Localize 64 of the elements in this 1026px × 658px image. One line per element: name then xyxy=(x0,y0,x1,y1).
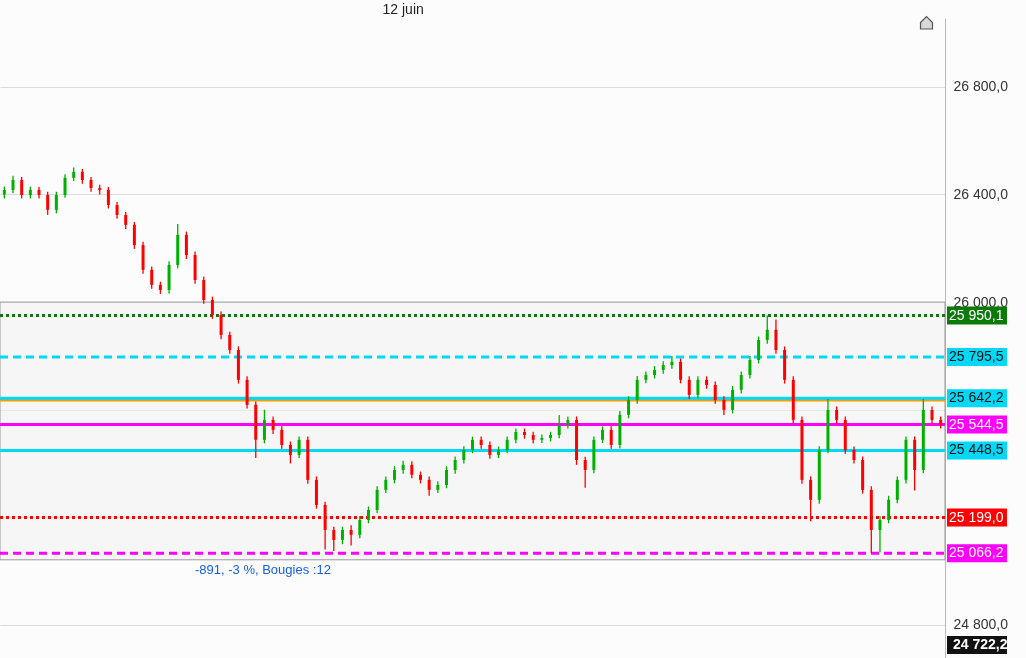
ref-line-label: 25 950,1 xyxy=(949,306,1004,323)
candlestick xyxy=(297,435,301,459)
candlestick xyxy=(748,355,752,380)
candlestick xyxy=(288,440,292,465)
text: 24 722,2 xyxy=(953,636,1008,652)
candlestick xyxy=(63,173,67,199)
y-tick-label: 24 800,0 xyxy=(953,616,1009,633)
candlestick xyxy=(37,186,41,200)
candlestick xyxy=(739,370,743,395)
candlestick xyxy=(644,370,648,384)
candlestick xyxy=(765,314,769,345)
candlestick xyxy=(418,470,422,485)
candlestick xyxy=(150,265,154,290)
ref-line-label: 25 544,5 xyxy=(949,415,1004,432)
candlestick xyxy=(696,375,700,400)
ref-line-label: 25 066,2 xyxy=(949,544,1004,561)
candlestick xyxy=(540,433,544,444)
candlestick xyxy=(497,445,501,459)
candlestick xyxy=(262,409,266,444)
candlestick xyxy=(349,524,353,547)
ref-line-label: 25 448,5 xyxy=(949,441,1004,458)
candlestick xyxy=(184,230,188,260)
candlestick xyxy=(132,221,136,250)
ref-line-label: 25 199,0 xyxy=(949,508,1004,525)
candlestick xyxy=(679,357,683,384)
candlestick xyxy=(687,375,691,400)
candlestick xyxy=(887,495,891,524)
candlestick xyxy=(20,176,24,200)
candlestick xyxy=(757,335,761,365)
candlestick xyxy=(427,475,431,497)
candlestick xyxy=(401,460,405,475)
candlestick xyxy=(731,385,735,415)
candlestick xyxy=(713,380,717,405)
candlestick xyxy=(895,475,899,504)
candlestick xyxy=(228,331,232,355)
y-tick-label: 26 800,0 xyxy=(953,78,1009,95)
candlestick xyxy=(46,191,50,216)
ref-line-label: 25 642,2 xyxy=(949,389,1004,406)
candlestick xyxy=(444,465,448,489)
candlestick xyxy=(202,275,206,305)
candlestick xyxy=(583,456,587,489)
candlestick xyxy=(670,355,674,370)
candlestick xyxy=(635,375,639,405)
y-tick-label: 26 400,0 xyxy=(953,185,1009,202)
annotation: -891, -3 %, Bougies :12 xyxy=(195,562,331,577)
candlestick xyxy=(106,186,110,210)
candlestick xyxy=(358,515,362,539)
candlestick xyxy=(219,310,223,340)
candlestick xyxy=(878,515,882,553)
candlestick xyxy=(471,435,474,454)
ref-line-label: 25 795,5 xyxy=(949,348,1004,365)
candlestick xyxy=(210,296,214,320)
candlestick xyxy=(722,395,726,416)
candlestick xyxy=(375,485,379,514)
candlestick xyxy=(523,427,527,440)
candlestick xyxy=(332,526,336,552)
candlestick xyxy=(609,425,613,450)
candlestick xyxy=(280,425,284,450)
x-tick-label: 12 juin xyxy=(382,0,424,17)
candlestick xyxy=(566,415,570,430)
candlestick xyxy=(774,318,778,355)
candlestick xyxy=(627,395,631,419)
candlestick xyxy=(54,191,58,214)
candlestick xyxy=(557,414,561,439)
